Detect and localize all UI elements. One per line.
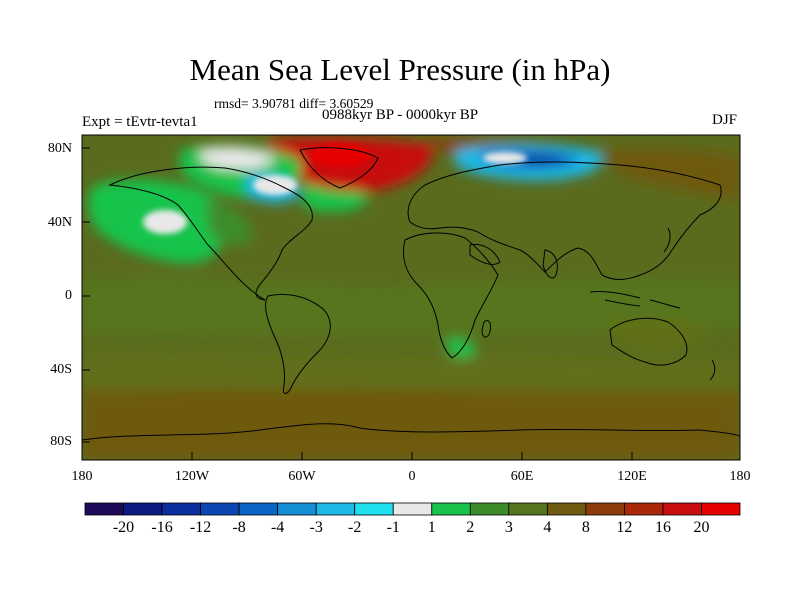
- coast-madagascar: [481, 319, 491, 338]
- lat-label-80s: 80S: [50, 434, 72, 449]
- coast-antarctica: [82, 423, 740, 441]
- colorbar-label: -2: [348, 519, 362, 536]
- map-title: Mean Sea Level Pressure (in hPa): [189, 52, 611, 87]
- colorbar-label: 20: [693, 519, 710, 536]
- lon-label-180w: 180: [71, 469, 93, 484]
- lon-label-60e: 60E: [510, 469, 534, 484]
- colorbar-label: -16: [151, 519, 173, 536]
- colorbar-swatch: [238, 502, 279, 516]
- colorbar-swatch: [315, 502, 356, 516]
- coast-eurasia: [407, 161, 722, 280]
- coast-new-zealand: [709, 359, 716, 381]
- experiment-label: Expt = tEvtr-tevta1: [82, 114, 198, 130]
- colorbar-swatch: [84, 502, 124, 516]
- lon-label-60w: 60W: [288, 469, 316, 484]
- coast-north-america: [108, 166, 313, 301]
- season-label: DJF: [712, 112, 738, 128]
- colorbar: [84, 502, 741, 516]
- coast-arabia: [469, 243, 501, 265]
- colorbar-swatch: [200, 502, 240, 516]
- colorbar-label: -1: [386, 519, 400, 536]
- colorbar-label: -8: [232, 519, 246, 536]
- lon-label-120e: 120E: [617, 469, 647, 484]
- coast-africa: [403, 232, 499, 359]
- colorbar-label: 12: [616, 519, 633, 536]
- colorbar-swatch: [546, 502, 587, 516]
- colorbar-label: 1: [427, 519, 436, 536]
- colorbar-label: 2: [466, 519, 475, 536]
- colorbar-label: -12: [189, 519, 212, 536]
- map-area: [82, 135, 740, 460]
- coastlines: [82, 147, 740, 441]
- coast-south-america: [265, 293, 331, 394]
- pressure-cores: [143, 143, 527, 234]
- lat-label-0: 0: [65, 288, 72, 303]
- colorbar-swatch: [392, 502, 433, 516]
- lat-label-40n: 40N: [47, 215, 72, 230]
- colorbar-label: 16: [654, 519, 671, 536]
- colorbar-label: -4: [270, 519, 285, 536]
- coast-india: [542, 249, 558, 279]
- colorbar-swatch: [508, 502, 548, 516]
- coast-australia: [609, 317, 688, 366]
- colorbar-label: 3: [504, 519, 513, 536]
- colorbar-label: -20: [112, 519, 135, 536]
- colorbar-swatch: [354, 502, 394, 516]
- lon-label-0: 0: [408, 469, 416, 484]
- colorbar-swatch: [624, 502, 664, 516]
- colorbar-label: -3: [309, 519, 323, 536]
- colorbar-swatch: [277, 502, 317, 516]
- colorbar-label: 8: [581, 519, 590, 536]
- coast-indonesia: [589, 291, 681, 309]
- lat-label-40s: 40S: [50, 362, 72, 377]
- colorbar-swatch: [431, 502, 471, 516]
- lon-label-120w: 120W: [174, 469, 210, 484]
- colorbar-swatch: [701, 502, 741, 516]
- pressure-field: [82, 137, 740, 460]
- lat-label-80n: 80N: [47, 141, 72, 156]
- stats-label: rmsd= 3.90781 diff= 3.60529: [214, 96, 374, 111]
- colorbar-swatch: [469, 502, 510, 516]
- lon-label-180e: 180: [729, 469, 751, 484]
- colorbar-swatch: [662, 502, 702, 516]
- period-label: 0988kyr BP - 0000kyr BP: [322, 107, 479, 123]
- colorbar-swatch: [585, 502, 625, 516]
- coast-greenland: [299, 147, 379, 189]
- axis-ticks: [82, 147, 633, 460]
- colorbar-swatch: [161, 502, 201, 516]
- colorbar-swatch: [123, 502, 163, 516]
- coast-japan: [663, 227, 671, 253]
- colorbar-label: 4: [543, 519, 552, 536]
- map-frame: [81, 134, 741, 461]
